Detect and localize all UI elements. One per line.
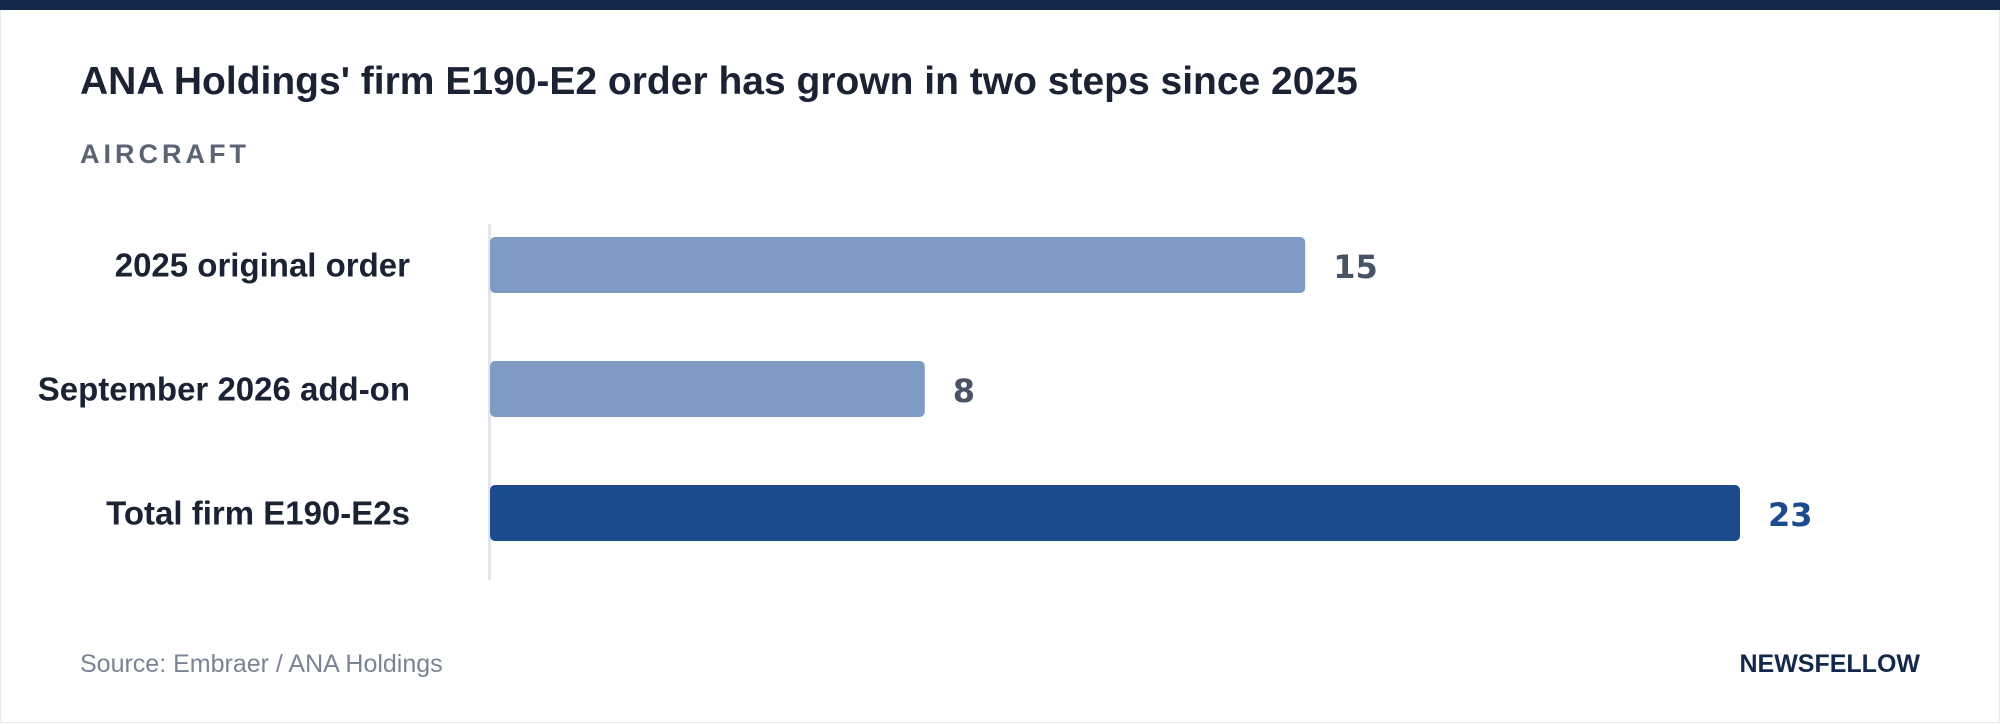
value-label: 23 — [1768, 496, 1813, 534]
brand-logo: NEWSFELLOW — [1739, 650, 1920, 678]
chart-subtitle: AIRCRAFT — [80, 139, 250, 169]
source-note: Source: Embraer / ANA Holdings — [80, 650, 443, 678]
value-label: 15 — [1333, 248, 1378, 286]
bar — [490, 361, 925, 417]
bar — [490, 237, 1306, 293]
bar — [490, 485, 1740, 541]
top-accent-bar — [0, 0, 2000, 10]
category-label: September 2026 add-on — [38, 371, 410, 408]
category-label: 2025 original order — [115, 247, 410, 284]
chart-title: ANA Holdings' firm E190-E2 order has gro… — [80, 60, 1358, 103]
category-label: Total firm E190-E2s — [106, 495, 410, 532]
value-label: 8 — [953, 372, 975, 410]
